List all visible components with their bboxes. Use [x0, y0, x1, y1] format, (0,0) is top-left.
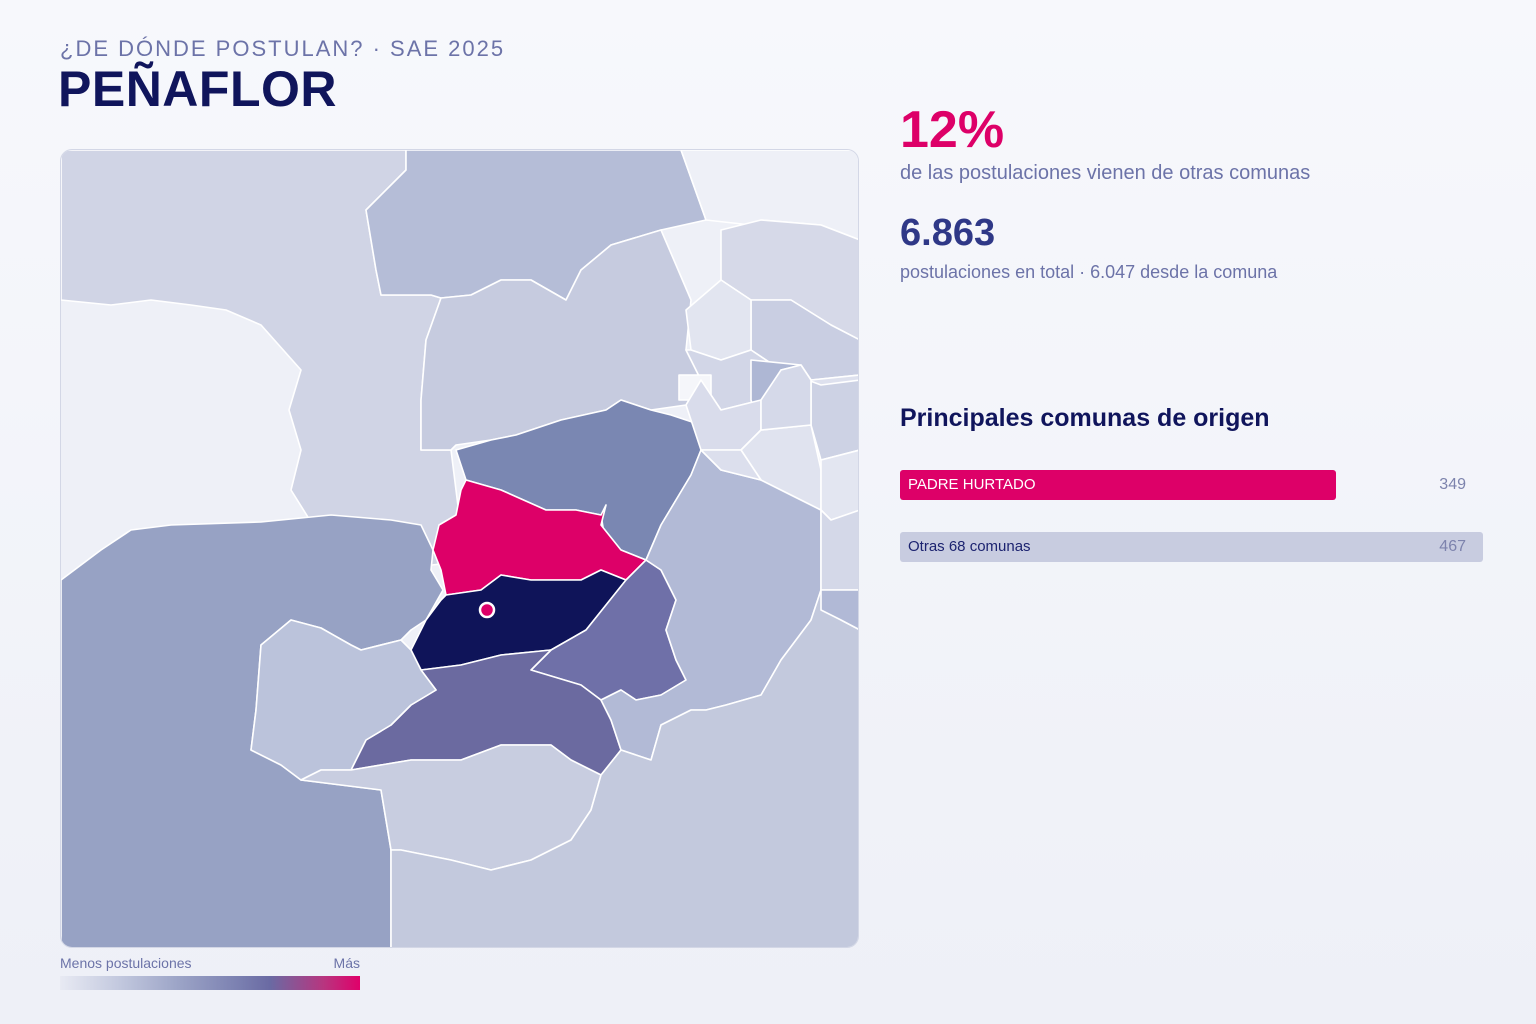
region-urban-12[interactable]: [820, 589, 859, 630]
external-percentage: 12%: [900, 101, 1005, 159]
page-title: PEÑAFLOR: [58, 61, 337, 117]
region-urban-10[interactable]: [820, 449, 859, 521]
region-urban-15[interactable]: [700, 449, 762, 481]
total-applications-description: postulaciones en total · 6.047 desde la …: [900, 262, 1278, 282]
legend-gradient-bar: [60, 976, 360, 990]
home-marker: [478, 601, 496, 619]
region-sw-small[interactable]: [250, 619, 437, 781]
origin-bar-label: Otras 68 comunas: [908, 538, 1031, 555]
map-svg: [61, 150, 859, 947]
region-urban-9[interactable]: [810, 374, 859, 461]
origin-bar-fill: [900, 532, 1483, 562]
page-eyebrow: ¿DE DÓNDE POSTULAN? · SAE 2025: [60, 36, 506, 61]
origin-bar-row[interactable]: Otras 68 comunas 467: [900, 532, 1483, 562]
origin-bar-row[interactable]: PADRE HURTADO 349: [900, 470, 1483, 500]
region-urban-14[interactable]: [760, 364, 812, 431]
external-percentage-description: de las postulaciones vienen de otras com…: [900, 162, 1311, 184]
origin-bar-fill: [900, 470, 1336, 500]
legend-less-label: Menos postulaciones: [60, 955, 192, 971]
total-applications: 6.863: [900, 212, 996, 254]
origin-bar-value: 467: [1439, 538, 1466, 555]
region-urban-11[interactable]: [820, 509, 859, 591]
origin-bar-value: 349: [1439, 476, 1466, 493]
choropleth-map[interactable]: [60, 149, 859, 948]
legend-more-label: Más: [333, 955, 360, 971]
origin-bar-label: PADRE HURTADO: [908, 476, 1036, 493]
origins-section-title: Principales comunas de origen: [900, 404, 1270, 432]
